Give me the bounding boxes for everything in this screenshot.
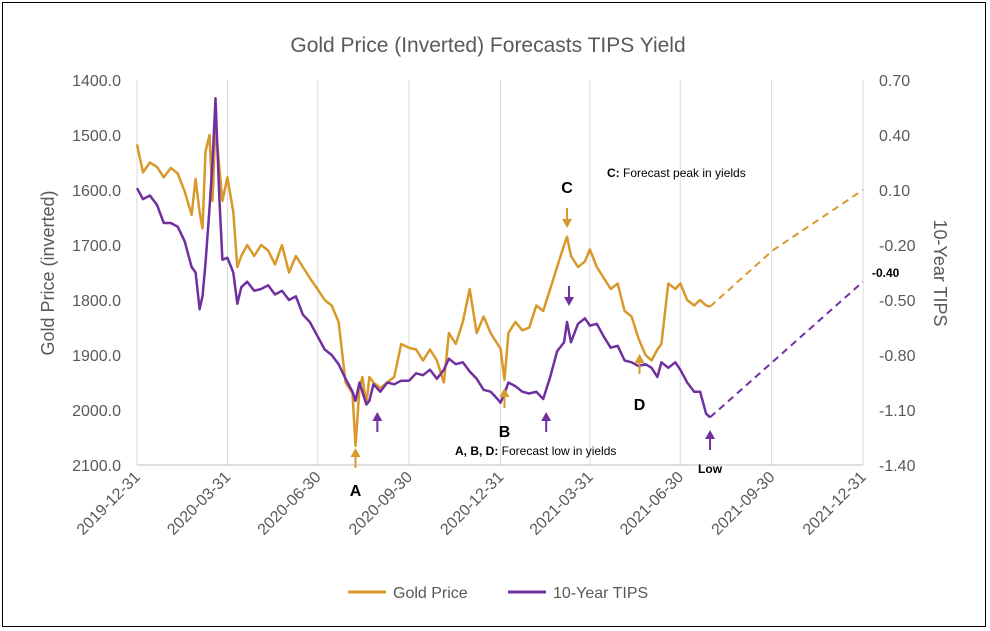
marker-label: D [634,397,646,414]
marker-7: Low [698,430,723,476]
marker-arrow-head [541,412,552,421]
x-tick-label: 2021-12-31 [800,469,870,539]
note-c-text: Forecast peak in yields [620,166,746,180]
x-tick-label: 2020-06-30 [255,469,325,539]
marker-label: A [350,483,362,500]
y-tick-label: 1700.0 [72,238,121,255]
legend: Gold Price 10-Year TIPS [348,585,648,602]
right-axis-title: 10-Year TIPS [930,219,950,326]
marker-arrow-head [499,388,510,397]
end-value-label: -0.40 [872,266,900,280]
x-tick-label: 2020-12-31 [437,469,507,539]
note-abd-letter: A, B, D: [455,444,498,458]
marker-6: D [634,354,646,414]
marker-arrow-head [372,412,383,421]
x-tick-label: 2020-03-31 [164,469,234,539]
y2-tick-label: -1.10 [879,403,916,420]
marker-4: C [561,180,573,228]
y2-tick-label: 0.10 [879,183,910,200]
y-tick-label: 1500.0 [72,128,121,145]
y-tick-label: 1600.0 [72,183,121,200]
note-abd-text: Forecast low in yields [498,444,616,458]
y-tick-label: 2100.0 [72,458,121,475]
annotation-markers: A B C D Low [350,180,723,500]
legend-label-gold: Gold Price [393,585,468,602]
y2-tick-label: -1.40 [879,458,916,475]
left-axis-title: Gold Price (inverted) [38,190,58,355]
x-tick-label: 2020-09-30 [346,469,416,539]
marker-5 [564,286,575,306]
note-c-letter: C: [607,166,620,180]
series-line-3 [709,280,864,419]
series-lines [135,97,864,448]
series-line-1 [709,189,864,308]
x-tick-label: 2021-06-30 [617,469,687,539]
marker-2: B [499,388,511,441]
y2-tick-label: -0.20 [879,238,916,255]
legend-label-tips: 10-Year TIPS [553,585,648,602]
x-tick-label: 2019-12-31 [74,469,144,539]
series-line-2 [135,97,711,419]
y-tick-label: 2000.0 [72,403,121,420]
y2-tick-label: -0.80 [879,348,916,365]
note-c: C: Forecast peak in yields [607,166,746,180]
left-axis-ticks: 1400.0 1500.0 1600.0 1700.0 1800.0 1900.0 2000… [72,73,121,475]
marker-label: C [561,180,573,197]
y-tick-label: 1800.0 [72,293,121,310]
marker-arrow-head [705,430,716,439]
marker-label: Low [698,462,723,476]
y-tick-label: 1400.0 [72,73,121,90]
marker-arrow-head [562,219,573,228]
marker-1 [372,412,383,432]
marker-arrow-head [634,354,645,363]
chart-title: Gold Price (Inverted) Forecasts TIPS Yie… [290,34,685,57]
grid-lines [136,80,864,466]
marker-label: B [499,424,511,441]
y2-tick-label: 0.40 [879,128,910,145]
marker-arrow-head [350,448,361,457]
x-axis-ticks: 2019-12-31 2020-03-31 2020-06-30 2020-09-30… [74,469,870,539]
y2-tick-label: -0.50 [879,293,916,310]
y2-tick-label: 0.70 [879,73,910,90]
marker-3 [541,412,552,432]
x-tick-label: 2021-03-31 [527,469,597,539]
note-abd: A, B, D: Forecast low in yields [455,444,616,458]
y-tick-label: 1900.0 [72,348,121,365]
marker-arrow-head [564,297,575,306]
marker-0: A [350,448,362,500]
x-tick-label: 2021-09-30 [709,469,779,539]
right-axis-ticks: 0.70 0.40 0.10 -0.20 -0.50 -0.80 -1.10 -1.40 [879,73,916,475]
